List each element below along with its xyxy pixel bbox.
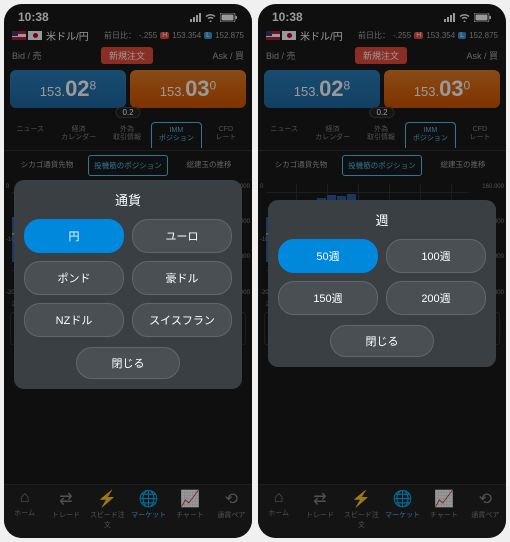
modal-title: 通貨 (24, 190, 232, 209)
option-150w[interactable]: 150週 (278, 281, 378, 315)
option-jpy[interactable]: 円 (24, 219, 124, 253)
modal-close-button[interactable]: 閉じる (76, 347, 180, 379)
currency-modal: 通貨 円 ユーロ ポンド 豪ドル NZドル スイスフラン 閉じる (14, 180, 242, 389)
option-eur[interactable]: ユーロ (132, 219, 232, 253)
phone-right: 10:38 米ドル/円 前日比：-.255 H153.354 L152.875 … (258, 4, 506, 538)
modal-options: 50週 100週 150週 200週 (278, 239, 486, 315)
modal-close-button[interactable]: 閉じる (330, 325, 434, 357)
option-100w[interactable]: 100週 (386, 239, 486, 273)
modal-options: 円 ユーロ ポンド 豪ドル NZドル スイスフラン (24, 219, 232, 337)
option-gbp[interactable]: ポンド (24, 261, 124, 295)
modal-title: 週 (278, 210, 486, 229)
week-modal: 週 50週 100週 150週 200週 閉じる (268, 200, 496, 367)
option-50w[interactable]: 50週 (278, 239, 378, 273)
option-nzd[interactable]: NZドル (24, 303, 124, 337)
option-200w[interactable]: 200週 (386, 281, 486, 315)
phone-left: 10:38 米ドル/円 前日比：-.255 H153.354 L152.875 … (4, 4, 252, 538)
option-chf[interactable]: スイスフラン (132, 303, 232, 337)
option-aud[interactable]: 豪ドル (132, 261, 232, 295)
